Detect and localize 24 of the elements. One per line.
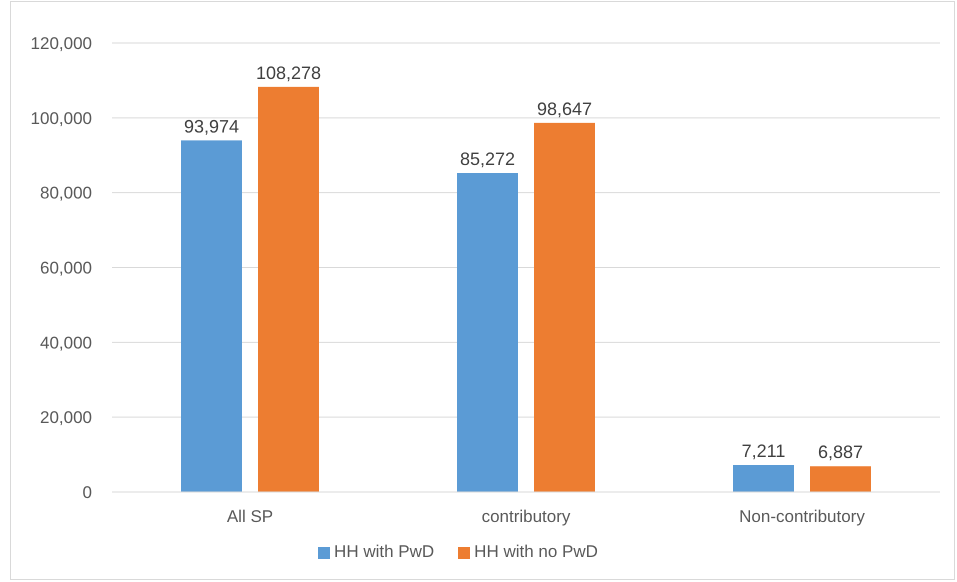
bar [258,86,319,492]
x-tick-label: All SP [226,507,274,526]
legend-label: HH with PwD [334,542,434,561]
bar [733,465,794,492]
data-label: 7,211 [742,441,786,462]
data-label: 85,272 [460,148,516,169]
data-label: 98,647 [536,98,592,119]
x-tick-label: contributory [482,507,571,526]
x-tick-label: Non-contributory [739,507,866,526]
bar [181,140,242,492]
bar [810,466,871,492]
legend-label: HH with no PwD [474,542,598,561]
y-tick-label: 80,000 [40,184,92,203]
bar [457,172,518,492]
y-tick-label: 60,000 [40,258,92,278]
bar [534,122,595,492]
data-label: 108,278 [256,62,322,83]
data-label: 6,887 [818,442,864,462]
y-tick-label: 0 [82,483,92,502]
y-tick-label: 20,000 [40,408,92,428]
data-label: 93,974 [184,116,240,136]
y-tick-label: 120,000 [30,34,92,54]
y-tick-label: 100,000 [30,108,92,128]
y-tick-label: 40,000 [40,333,92,352]
